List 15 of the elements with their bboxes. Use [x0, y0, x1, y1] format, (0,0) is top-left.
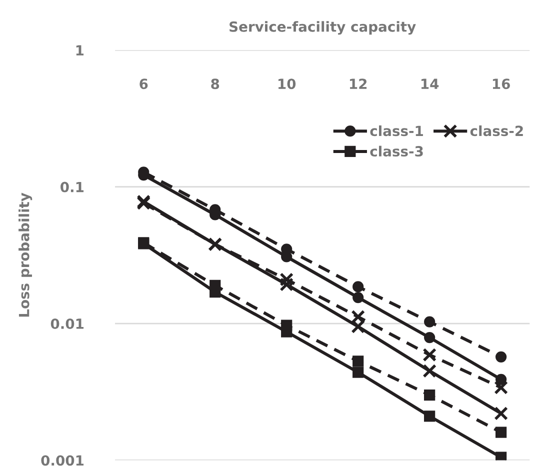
- y-axis-title: Loss probability: [18, 192, 32, 317]
- y-tick-label: 1: [76, 45, 84, 56]
- legend-label: class-3: [370, 146, 423, 157]
- x-axis-title: Service-facility capacity: [230, 21, 416, 35]
- y-tick-label: 0.1: [60, 182, 84, 192]
- legend-label: class-1: [370, 125, 423, 136]
- y-tick-label: 0.01: [50, 318, 84, 330]
- x-tick-label: 16: [492, 78, 510, 90]
- x-tick-label: 12: [350, 78, 367, 89]
- x-tick-label: 10: [278, 78, 296, 90]
- legend-label: class-2: [470, 125, 523, 136]
- y-tick-label: 0.001: [41, 455, 84, 466]
- x-tick-label: 8: [211, 78, 220, 90]
- x-tick-label: 6: [140, 78, 148, 90]
- x-tick-label: 14: [421, 78, 439, 89]
